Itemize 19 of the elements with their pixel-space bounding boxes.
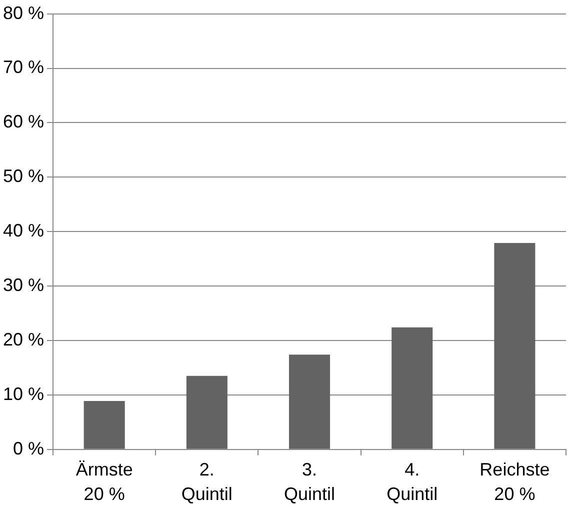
y-tick-label: 50 % xyxy=(2,166,44,186)
bar xyxy=(84,400,125,449)
bar xyxy=(288,354,330,449)
y-tick-label: 70 % xyxy=(2,57,44,78)
bar xyxy=(186,376,228,449)
y-tick-label: 0 % xyxy=(12,438,44,458)
y-tick-label: 30 % xyxy=(2,275,44,296)
y-tick-label: 10 % xyxy=(2,384,44,404)
y-tick-label: 40 % xyxy=(2,220,44,241)
x-tick-label: Ärmste 20 % xyxy=(76,460,133,504)
bar xyxy=(494,243,536,449)
x-tick-label: Reichste 20 % xyxy=(480,460,550,504)
x-tick-label: 3. Quintil xyxy=(284,460,336,504)
y-tick-label: 80 % xyxy=(2,2,44,23)
x-tick-label: 2. Quintil xyxy=(181,460,232,504)
y-tick-label: 20 % xyxy=(2,329,44,350)
y-tick-label: 60 % xyxy=(2,112,44,132)
x-tick-label: 4. Quintil xyxy=(386,460,438,504)
bar xyxy=(392,327,433,449)
